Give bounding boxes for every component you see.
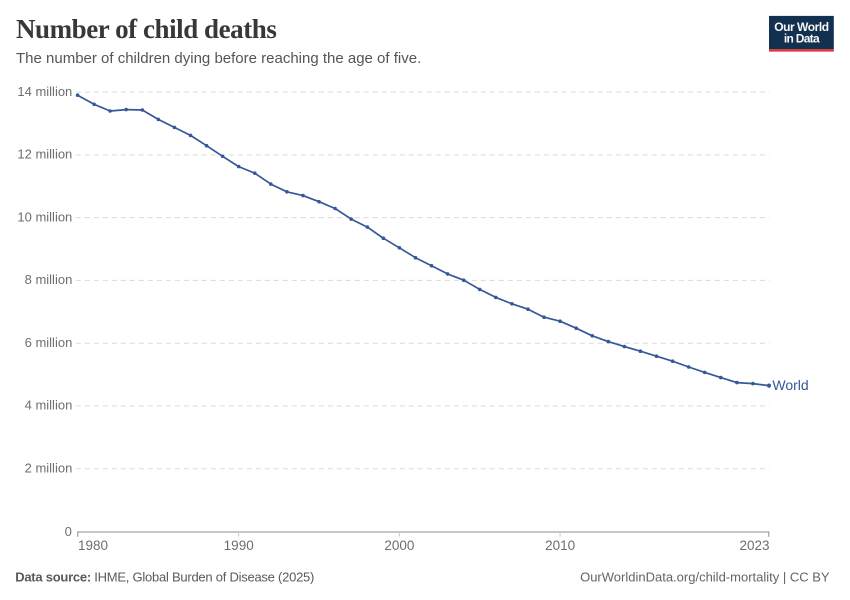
svg-text:1980: 1980 [78, 538, 108, 553]
svg-text:2000: 2000 [384, 538, 414, 553]
svg-text:World: World [772, 377, 808, 393]
svg-text:12 million: 12 million [17, 147, 72, 162]
svg-text:6 million: 6 million [25, 335, 73, 350]
svg-text:10 million: 10 million [17, 209, 72, 224]
svg-text:14 million: 14 million [17, 84, 72, 99]
svg-text:2010: 2010 [545, 538, 575, 553]
svg-text:2023: 2023 [739, 538, 769, 553]
svg-text:in Data: in Data [784, 32, 820, 46]
svg-text:The number of children dying b: The number of children dying before reac… [16, 50, 421, 67]
svg-text:8 million: 8 million [25, 272, 73, 287]
svg-text:Data source: IHME, Global Burd: Data source: IHME, Global Burden of Dise… [15, 569, 314, 584]
svg-text:Our World: Our World [774, 20, 829, 34]
svg-text:OurWorldinData.org/child-morta: OurWorldinData.org/child-mortality | CC … [580, 569, 830, 584]
svg-text:4 million: 4 million [25, 398, 73, 413]
svg-text:2 million: 2 million [25, 461, 73, 476]
svg-text:0: 0 [65, 524, 72, 539]
svg-text:1990: 1990 [224, 538, 254, 553]
svg-text:Number of child deaths: Number of child deaths [16, 14, 276, 44]
